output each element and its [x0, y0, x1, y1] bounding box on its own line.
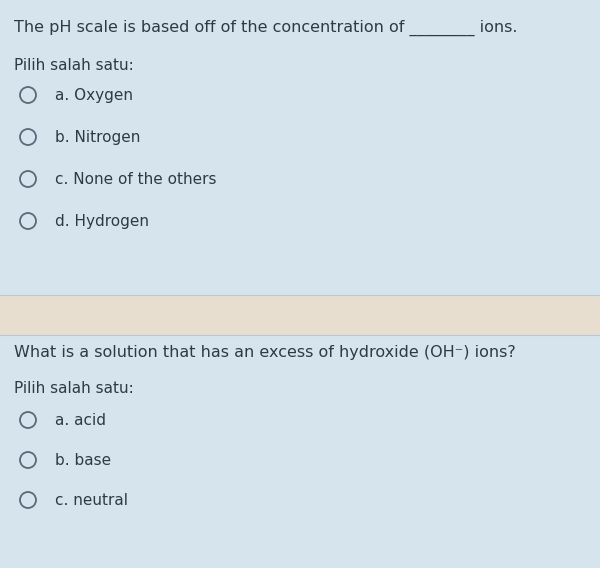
Text: The pH scale is based off of the concentration of ________ ions.: The pH scale is based off of the concent…: [14, 20, 517, 36]
Text: a. acid: a. acid: [55, 413, 106, 428]
Text: Pilih salah satu:: Pilih salah satu:: [14, 58, 134, 73]
Text: What is a solution that has an excess of hydroxide (OH⁻) ions?: What is a solution that has an excess of…: [14, 345, 516, 360]
Text: b. base: b. base: [55, 453, 111, 468]
Text: a. Oxygen: a. Oxygen: [55, 88, 133, 103]
Text: c. None of the others: c. None of the others: [55, 172, 217, 187]
Text: c. neutral: c. neutral: [55, 493, 128, 508]
Text: b. Nitrogen: b. Nitrogen: [55, 130, 140, 145]
Bar: [0, 295, 600, 335]
Text: Pilih salah satu:: Pilih salah satu:: [14, 381, 134, 396]
Text: d. Hydrogen: d. Hydrogen: [55, 214, 149, 229]
